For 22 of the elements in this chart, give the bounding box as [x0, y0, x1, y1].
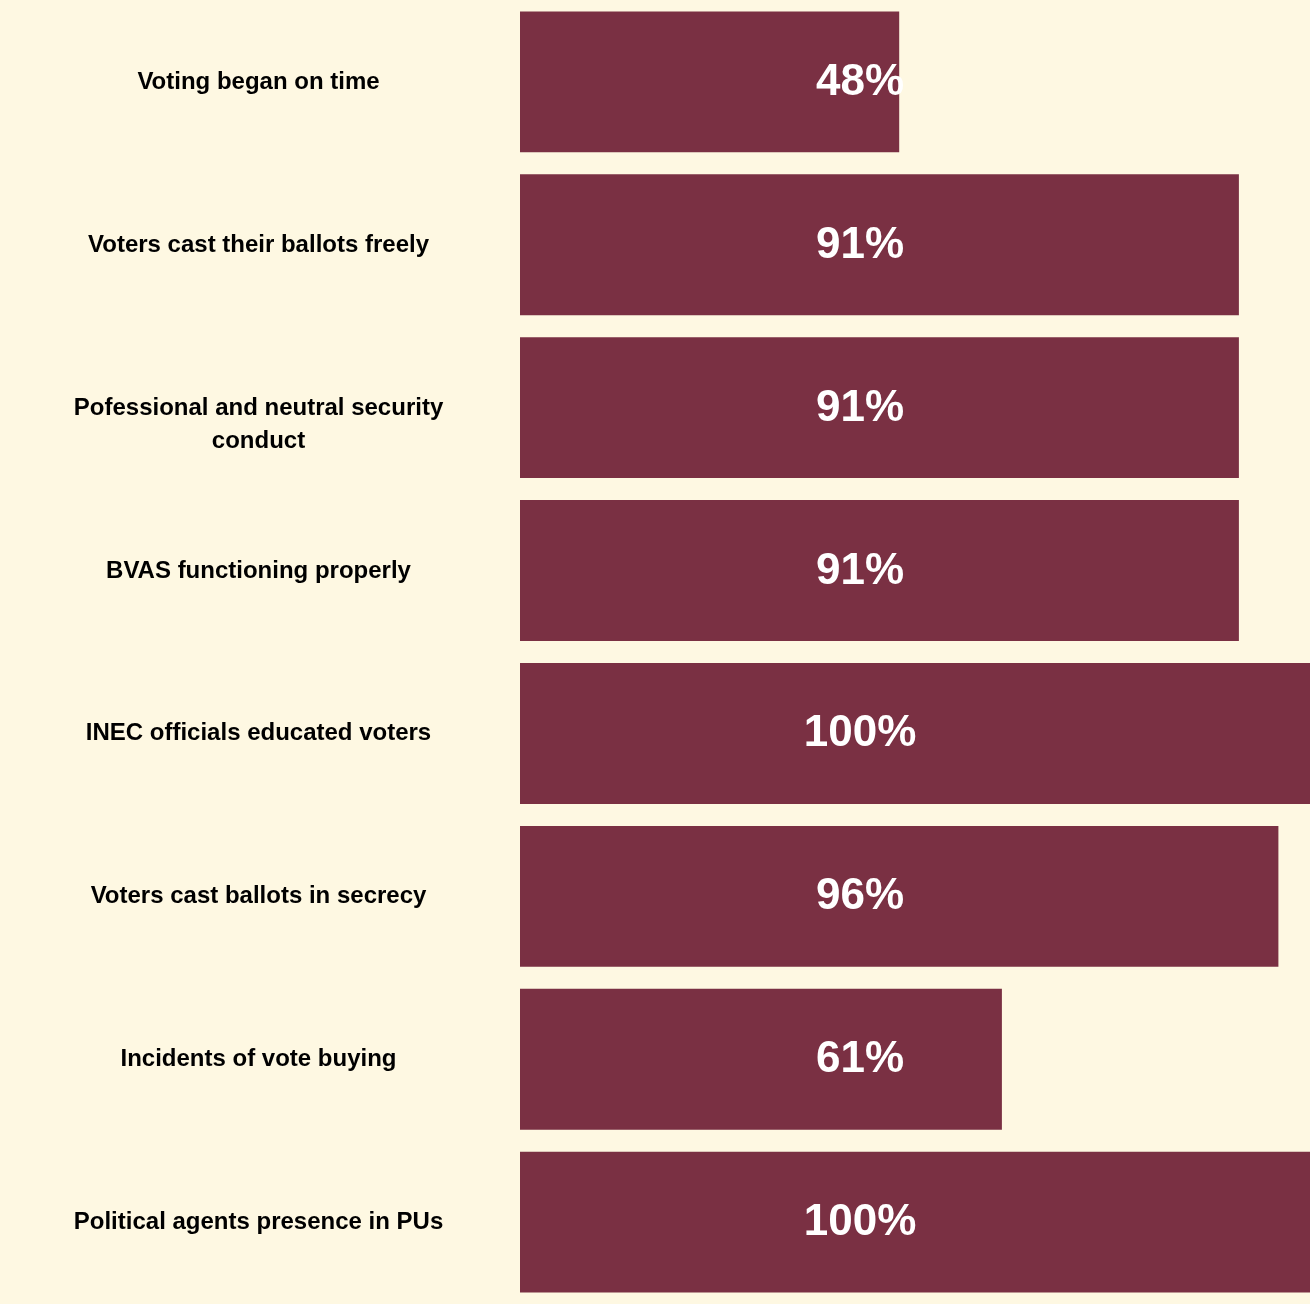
y-tick-label: Pofessional and neutral security conduct — [73, 392, 444, 453]
y-tick-label: BVAS functioning properly — [106, 555, 412, 583]
bar — [520, 663, 1310, 804]
data-label: 100% — [803, 1195, 917, 1245]
bar — [520, 988, 1002, 1130]
bar — [520, 337, 1239, 479]
y-tick-label: Incidents of vote buying — [120, 1044, 397, 1072]
bar — [520, 500, 1239, 641]
data-label: 91% — [815, 380, 905, 430]
y-tick-label: INEC officials educated voters — [85, 718, 432, 746]
data-label: 61% — [815, 1032, 905, 1082]
data-label: 100% — [803, 706, 917, 756]
y-tick-label: Voting began on time — [137, 66, 380, 94]
bar — [520, 1151, 1310, 1293]
data-label: 96% — [815, 869, 905, 919]
data-label: 91% — [815, 543, 905, 593]
y-tick-label: Voters cast their ballots freely — [87, 229, 430, 257]
bar — [520, 825, 1279, 967]
bar — [520, 174, 1239, 316]
y-tick-label: Political agents presence in PUs — [73, 1207, 444, 1235]
data-label: 91% — [815, 217, 905, 267]
y-tick-label: Voters cast ballots in secrecy — [90, 881, 428, 909]
